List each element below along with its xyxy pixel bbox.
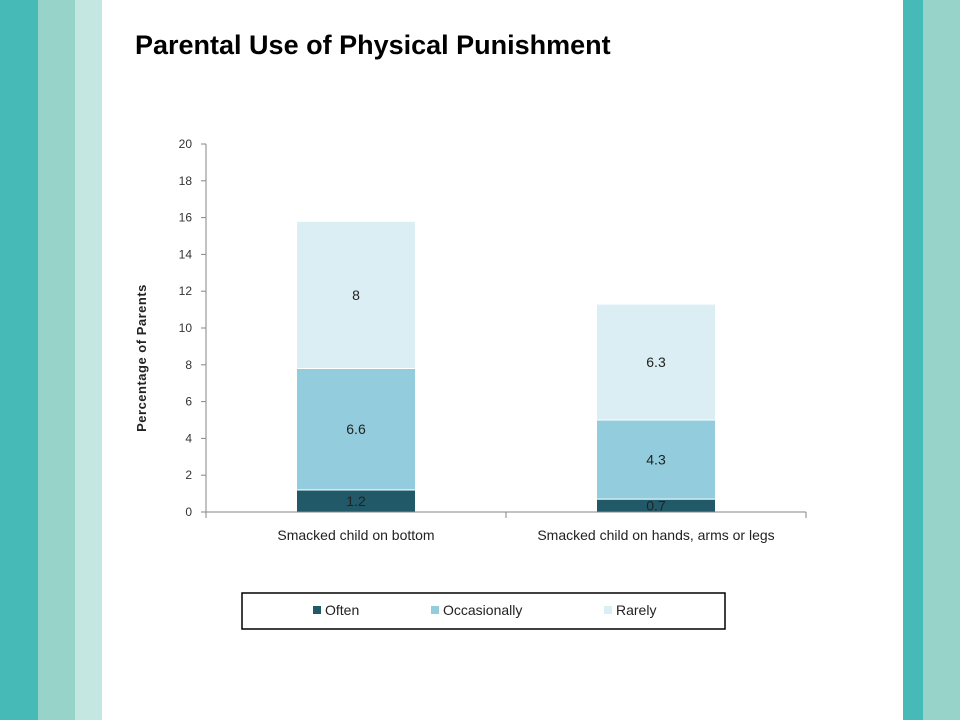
left-stripe-dark (0, 0, 38, 720)
y-tick-label: 2 (185, 468, 192, 482)
left-stripe-light (38, 0, 75, 720)
y-tick-label: 10 (179, 321, 193, 335)
bar-occasionally-2 (596, 419, 716, 500)
data-label-rarely-1: 8 (352, 287, 360, 303)
axes-layer: 0 2 4 6 8 10 12 14 16 18 20 Smacked child on bottom… (134, 137, 807, 543)
left-stripe-pale (75, 0, 102, 720)
labels-layer: 1.2 6.6 8 0.7 4.3 6.3 (346, 287, 666, 514)
data-label-rarely-2: 6.3 (646, 354, 666, 370)
legend-box (241, 592, 726, 630)
data-label-occasionally-1: 6.6 (346, 421, 366, 437)
bars-layer (296, 220, 716, 513)
legend-label-rarely: Rarely (616, 602, 656, 618)
y-tick-label: 12 (179, 284, 193, 298)
data-label-often-1: 1.2 (346, 493, 366, 509)
y-tick-label: 20 (179, 137, 193, 151)
bar-rarely-1 (296, 220, 416, 369)
y-tick-label: 6 (185, 395, 192, 409)
y-tick-label: 0 (185, 505, 192, 519)
y-tick-label: 14 (179, 247, 193, 261)
legend-swatch-often (313, 606, 321, 614)
legend-swatch-rarely (604, 606, 612, 614)
right-stripe-light (923, 0, 960, 720)
y-tick-label: 4 (185, 431, 192, 445)
right-stripe-dark (903, 0, 923, 720)
page-title: Parental Use of Physical Punishment (135, 30, 611, 60)
data-label-occasionally-2: 4.3 (646, 452, 666, 468)
x-category-label: Smacked child on hands, arms or legs (537, 527, 774, 543)
legend-label-occasionally: Occasionally (443, 602, 522, 618)
bar-occasionally-1 (296, 367, 416, 491)
legend: Often Occasionally Rarely (313, 602, 656, 618)
data-label-often-2: 0.7 (646, 498, 666, 514)
legend-label-often: Often (325, 602, 359, 618)
x-category-label: Smacked child on bottom (277, 527, 434, 543)
y-tick-label: 8 (185, 358, 192, 372)
y-tick-label: 18 (179, 174, 193, 188)
y-tick-label: 16 (179, 211, 193, 225)
bar-rarely-2 (596, 303, 716, 421)
legend-swatch-occasionally (431, 606, 439, 614)
y-axis-label: Percentage of Parents (134, 284, 149, 432)
